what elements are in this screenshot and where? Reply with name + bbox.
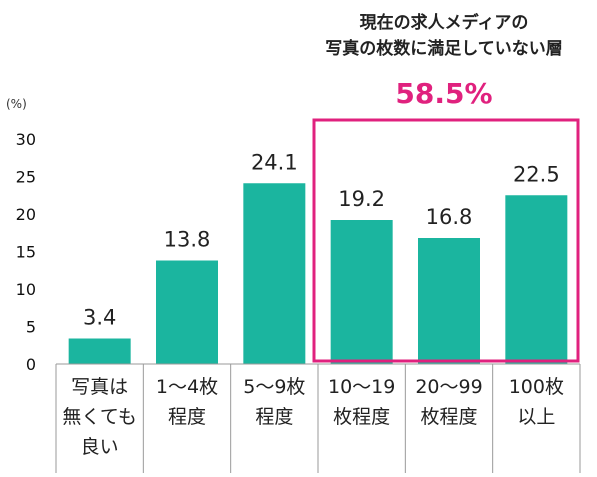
category-label-line: 程度 <box>168 406 206 428</box>
category-label: 1～4枚程度 <box>156 376 218 428</box>
category-label: 5～9枚程度 <box>243 376 305 428</box>
bar <box>418 238 480 364</box>
category-label-line: 写真は <box>71 376 128 398</box>
value-label: 16.8 <box>426 205 473 229</box>
category-label-line: 枚程度 <box>333 406 390 428</box>
y-tick-label: 10 <box>16 280 36 299</box>
y-tick-label: 25 <box>16 168 36 187</box>
bar <box>243 183 306 364</box>
value-label: 3.4 <box>83 306 116 330</box>
value-label: 13.8 <box>164 228 211 252</box>
annotation-value: 58.5% <box>395 77 492 110</box>
category-label: 写真は無くても良い <box>62 376 136 458</box>
value-label: 19.2 <box>338 187 385 211</box>
category-label: 100枚以上 <box>509 376 564 428</box>
bar <box>330 220 393 364</box>
value-label: 24.1 <box>251 150 298 174</box>
category-label-line: 良い <box>81 436 119 458</box>
highlight-box <box>312 118 580 363</box>
y-tick-label: 5 <box>26 318 36 337</box>
y-tick-label: 20 <box>16 205 36 224</box>
category-label-line: 10～19 <box>328 376 395 398</box>
category-label-line: 無くても <box>62 406 136 428</box>
y-tick-label: 30 <box>16 130 36 149</box>
y-tick-label: 15 <box>16 243 36 262</box>
value-labels: 3.4 13.8 24.1 19.2 16.8 22.5 <box>83 150 560 329</box>
category-label-line: 以上 <box>517 406 555 428</box>
bars-group <box>68 183 568 364</box>
category-label-line: 5～9枚 <box>243 376 305 398</box>
value-label: 22.5 <box>513 162 560 186</box>
y-unit-label: (%) <box>6 97 27 111</box>
category-label-line: 1～4枚 <box>156 376 218 398</box>
category-label-line: 枚程度 <box>420 406 477 428</box>
category-label-line: 20～99 <box>415 376 482 398</box>
bar <box>156 260 218 364</box>
annotation-title-line-1: 現在の求人メディアの <box>360 12 529 33</box>
category-label-line: 程度 <box>255 406 293 428</box>
category-label: 10～19 枚程度 <box>328 376 395 428</box>
category-label: 20～99 枚程度 <box>415 376 482 428</box>
annotation-title-line-2: 写真の枚数に満足していない層 <box>325 38 563 59</box>
category-label-line: 100枚 <box>509 376 564 398</box>
bar <box>68 338 131 364</box>
y-axis-ticks: 0 5 10 15 20 25 30 <box>16 130 36 374</box>
bar <box>505 195 568 364</box>
y-tick-label: 0 <box>26 355 36 374</box>
